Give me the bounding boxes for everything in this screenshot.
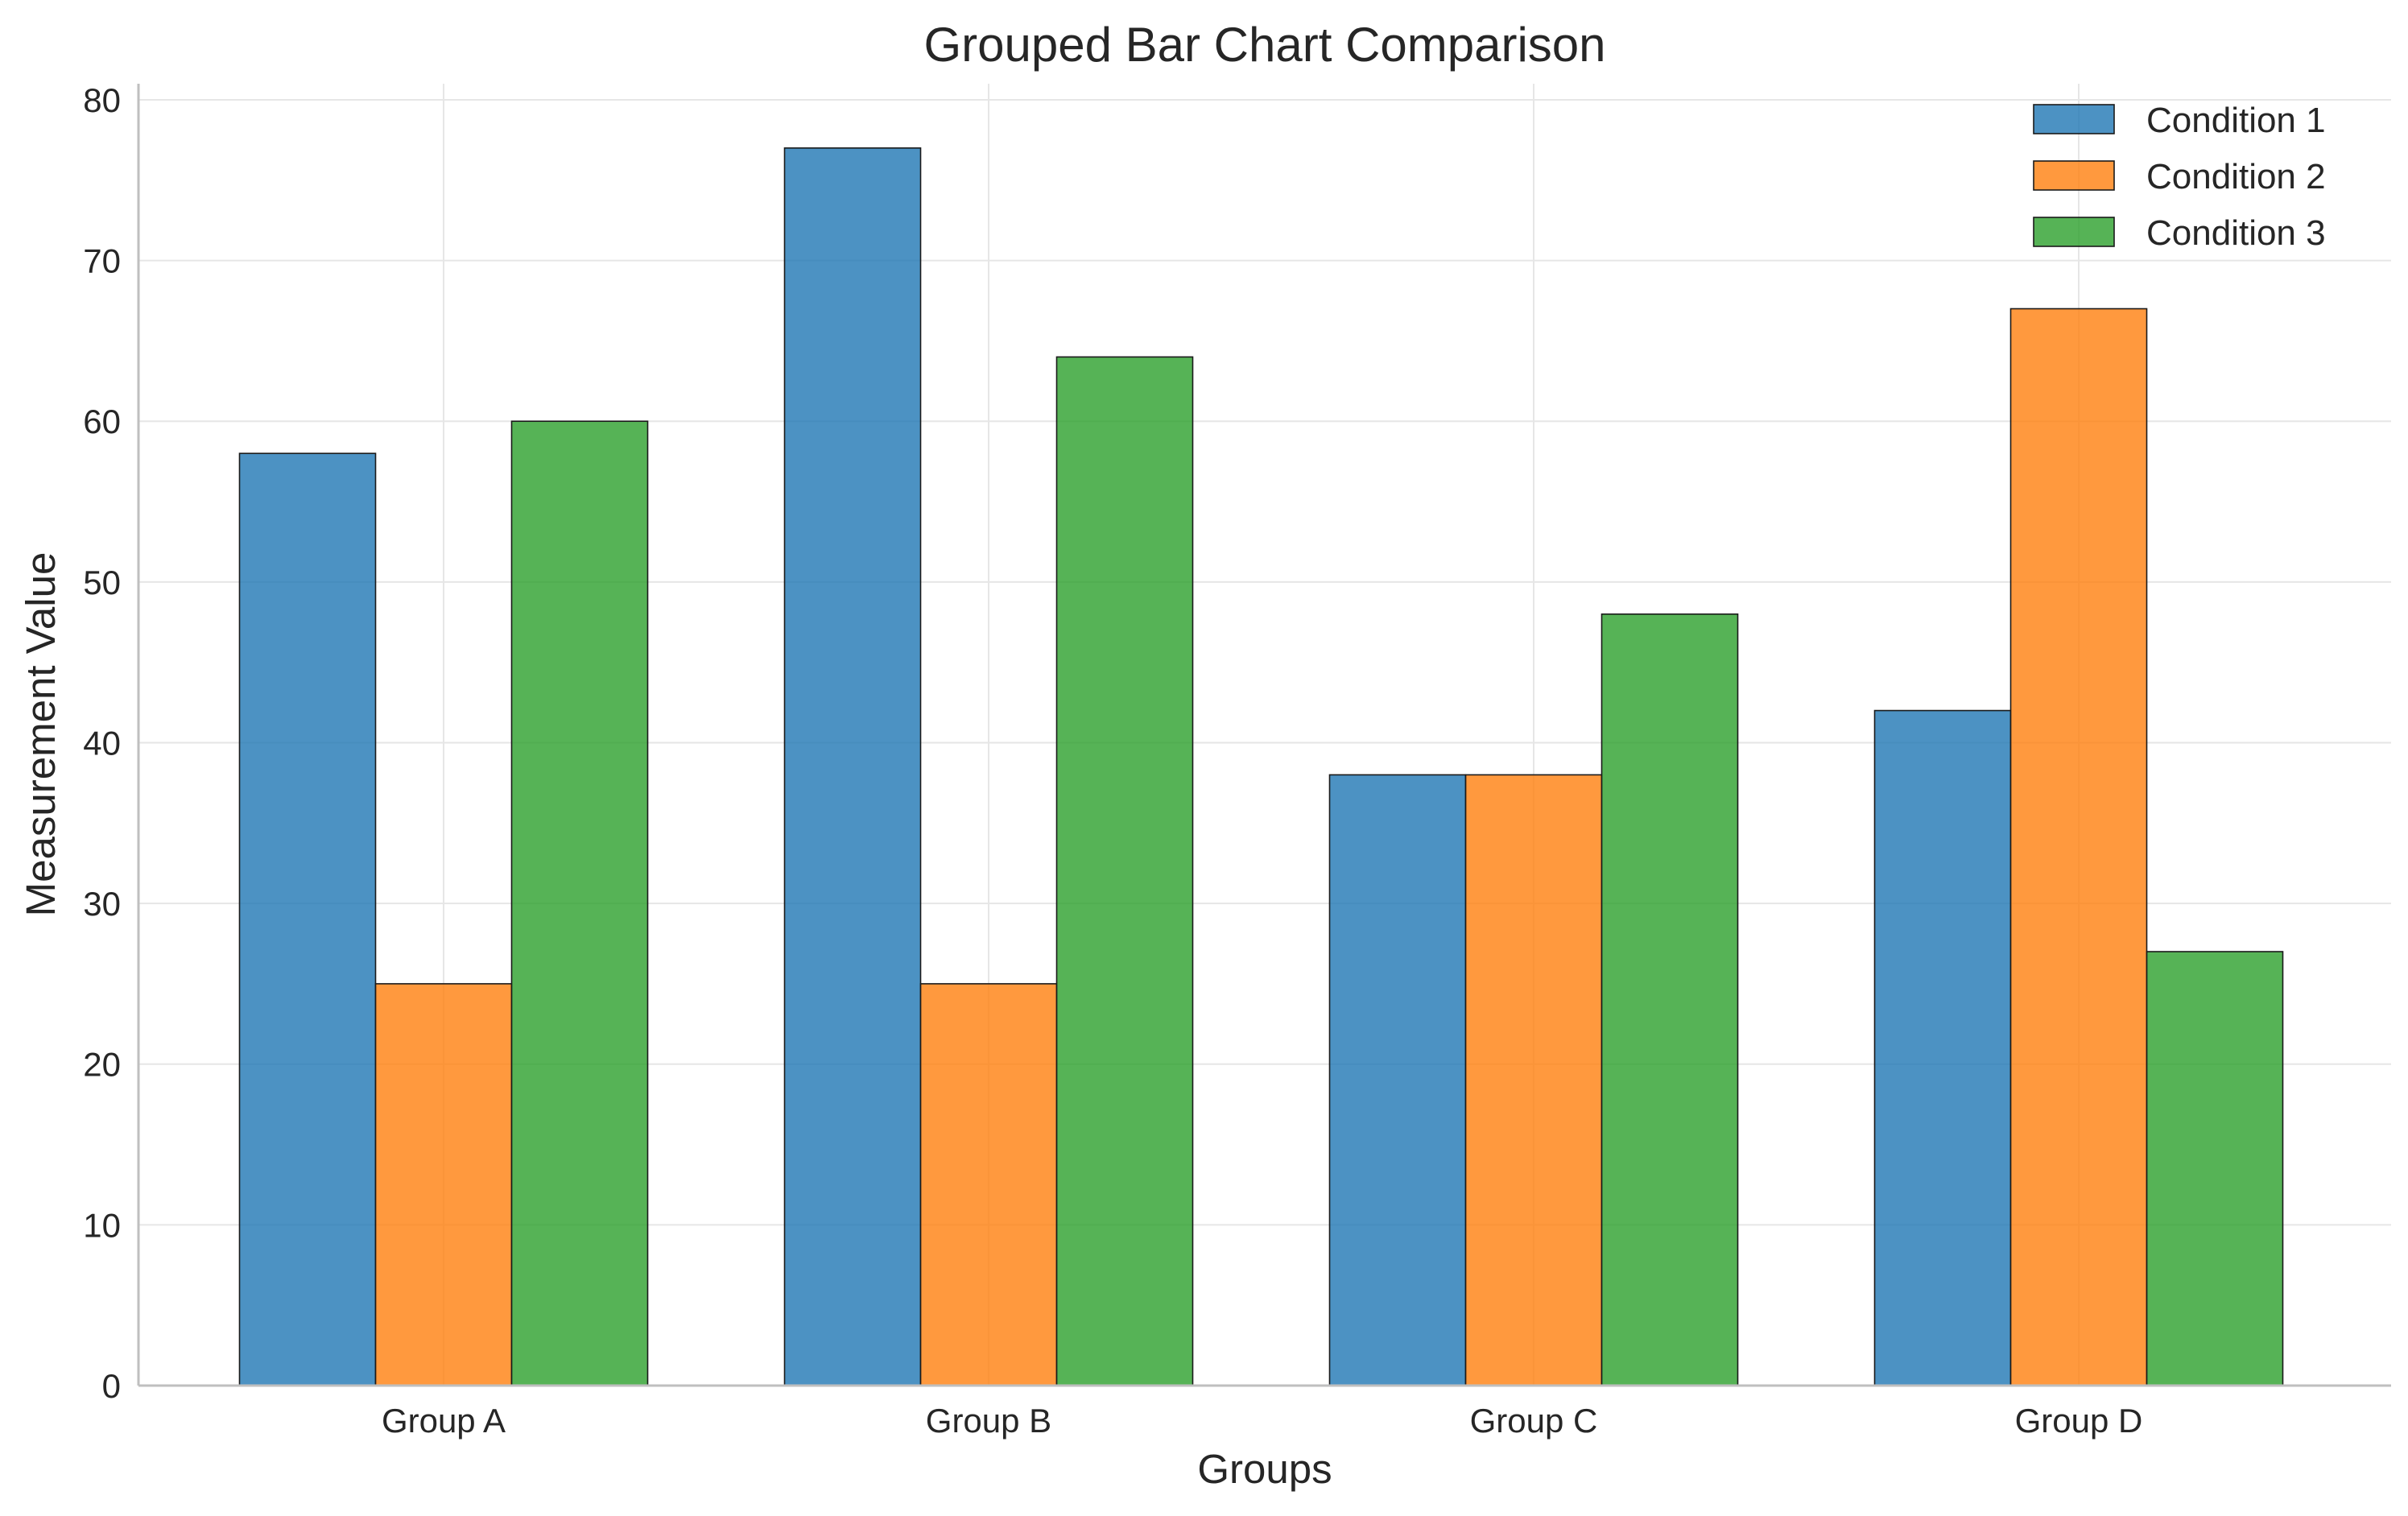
bars bbox=[238, 147, 2284, 1386]
y-tick-label: 80 bbox=[83, 81, 121, 119]
bar-condition-3-group-d bbox=[2146, 951, 2284, 1386]
y-tick-label: 20 bbox=[83, 1046, 121, 1084]
bar-condition-2-group-c bbox=[1464, 774, 1603, 1386]
legend-swatch bbox=[2033, 217, 2115, 247]
y-tick-label: 30 bbox=[83, 885, 121, 923]
bar-condition-3-group-a bbox=[510, 420, 649, 1386]
legend-swatch bbox=[2033, 104, 2115, 134]
bar-condition-1-group-a bbox=[238, 452, 377, 1386]
y-tick-label: 10 bbox=[83, 1206, 121, 1244]
y-tick-label: 60 bbox=[83, 403, 121, 440]
bar-condition-3-group-c bbox=[1601, 613, 1739, 1386]
x-tick-label: Group D bbox=[2015, 1402, 2143, 1440]
y-tick-label: 70 bbox=[83, 242, 121, 280]
x-axis-label: Groups bbox=[1197, 1446, 1332, 1492]
legend-label: Condition 1 bbox=[2146, 101, 2326, 140]
y-tick-label: 50 bbox=[83, 564, 121, 601]
bar-condition-1-group-b bbox=[783, 147, 922, 1386]
bar-condition-2-group-b bbox=[919, 983, 1058, 1386]
legend-label: Condition 2 bbox=[2146, 157, 2326, 196]
x-tick-label: Group B bbox=[926, 1402, 1051, 1440]
bar-condition-1-group-d bbox=[1873, 709, 2012, 1386]
y-axis-label: Measurement Value bbox=[18, 552, 64, 917]
x-tick-label: Group A bbox=[382, 1402, 506, 1440]
chart-title: Grouped Bar Chart Comparison bbox=[923, 18, 1605, 72]
bar-condition-2-group-a bbox=[374, 983, 513, 1386]
y-tick-label: 0 bbox=[102, 1367, 121, 1405]
legend: Condition 1 Condition 2 Condition 3 bbox=[2033, 101, 2326, 253]
y-tick-label: 40 bbox=[83, 724, 121, 762]
bar-condition-3-group-b bbox=[1055, 356, 1194, 1386]
x-tick-label: Group C bbox=[1470, 1402, 1598, 1440]
legend-label: Condition 3 bbox=[2146, 213, 2326, 253]
axes bbox=[137, 84, 2391, 1387]
tick-labels: 0 10 20 30 40 50 60 70 80 Group A Group B Group C Gr… bbox=[83, 81, 2142, 1440]
bar-condition-1-group-c bbox=[1328, 774, 1467, 1386]
legend-swatch bbox=[2033, 160, 2115, 191]
bar-condition-2-group-d bbox=[2009, 308, 2148, 1386]
